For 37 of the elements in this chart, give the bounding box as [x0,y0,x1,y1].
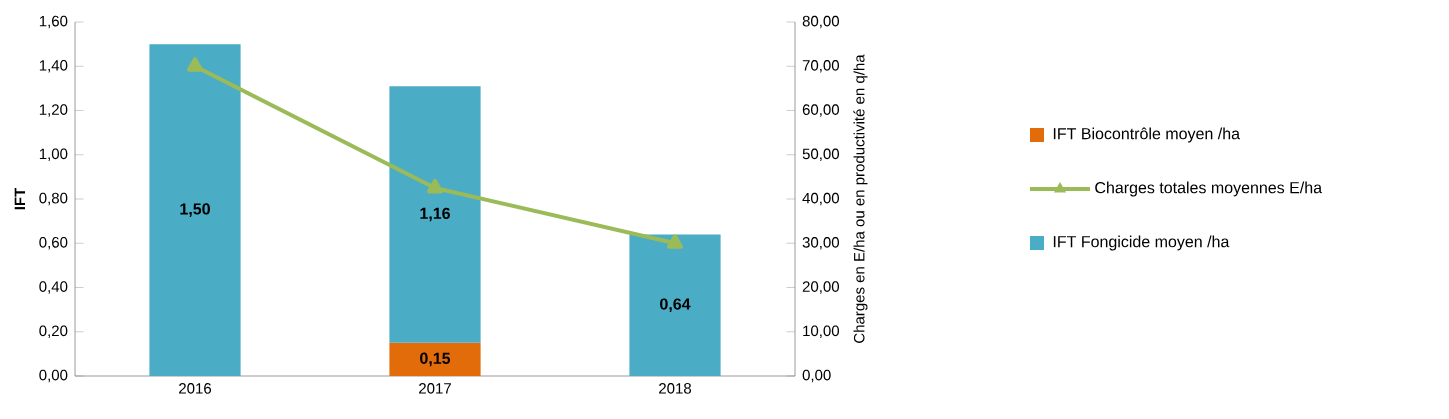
data-label: 1,50 [180,203,210,217]
bar [389,342,481,376]
y2-axis-title: Charges en E/ha ou en productivité en q/ha [853,54,868,343]
y2-tick-label: 30,00 [802,237,840,250]
y-axis-title: IFT [14,187,26,210]
y-tick-label: 0,40 [39,281,68,294]
y2-tick-label: 10,00 [803,325,840,338]
legend-label: Charges totales moyennes E/ha [1095,181,1323,197]
x-tick-label: 2017 [419,383,451,394]
y-tick-label: 1,00 [39,148,68,161]
y-tick-label: 0,20 [39,325,68,338]
point [186,57,204,72]
point [666,234,684,249]
bar [389,86,481,343]
x-tick-label: 2016 [179,383,212,394]
bar [149,44,241,376]
y-tick-label: 1,20 [39,104,68,117]
y2-tick-label: 20,00 [802,281,840,294]
y-tick-label: 1,40 [39,60,68,73]
y-tick-label: 0,00 [39,369,68,383]
x-tick-label: 2018 [659,383,692,394]
y-tick-label: 0,80 [39,192,68,206]
y2-tick-label: 50,00 [802,148,840,161]
y2-tick-label: 80,00 [802,15,840,29]
legend-label: IFT Biocontrôle moyen /ha [1053,127,1241,143]
data-label: 1,16 [420,207,450,222]
y2-tick-label: 40,00 [802,192,840,206]
y-tick-label: 0,60 [39,237,68,250]
y2-tick-label: 60,00 [802,104,840,117]
data-label: 0,15 [420,352,451,367]
point [426,178,444,194]
y2-tick-label: 70,00 [802,60,840,73]
legend-label: IFT Fongicide moyen /ha [1053,235,1230,251]
bar [629,234,721,376]
y2-tick-label: 0,00 [802,369,831,383]
y-tick-label: 1,60 [39,15,68,29]
data-label: 0,64 [660,298,691,313]
